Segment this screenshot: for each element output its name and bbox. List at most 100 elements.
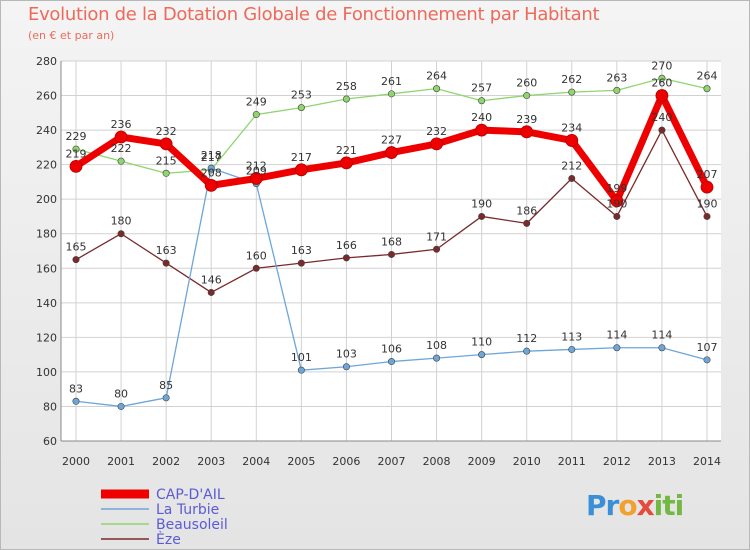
data-label: 160 <box>246 249 267 262</box>
data-point <box>613 344 621 352</box>
data-label: 260 <box>651 77 672 90</box>
data-label: 262 <box>561 73 582 86</box>
data-label: 114 <box>606 329 627 342</box>
data-point <box>523 219 531 227</box>
data-label: 163 <box>156 244 177 257</box>
data-point <box>478 351 486 359</box>
data-label: 107 <box>697 341 718 354</box>
data-label: 264 <box>697 70 718 83</box>
data-point <box>433 354 441 362</box>
data-label: 85 <box>159 379 173 392</box>
data-label: 219 <box>66 147 87 160</box>
data-label: 103 <box>336 348 357 361</box>
x-tick-label: 2008 <box>423 455 451 468</box>
data-label: 232 <box>426 125 447 138</box>
data-point <box>72 145 80 153</box>
data-label: 110 <box>471 336 492 349</box>
data-point <box>520 125 534 139</box>
data-point <box>162 169 170 177</box>
x-tick-label: 2012 <box>603 455 631 468</box>
data-label: 222 <box>111 142 132 155</box>
data-label: 215 <box>156 154 177 167</box>
data-label: 261 <box>381 75 402 88</box>
data-point <box>342 254 350 262</box>
y-tick-label: 280 <box>36 55 57 68</box>
data-point <box>568 174 576 182</box>
logo-part: x <box>636 489 655 522</box>
data-point <box>658 344 666 352</box>
data-point <box>387 358 395 366</box>
data-point <box>610 194 624 208</box>
data-label: 257 <box>471 82 492 95</box>
data-label: 218 <box>201 149 222 162</box>
x-tick-label: 2003 <box>197 455 225 468</box>
data-point <box>207 288 215 296</box>
data-label: 190 <box>471 197 492 210</box>
data-label: 146 <box>201 273 222 286</box>
data-point <box>117 230 125 238</box>
data-label: 207 <box>697 168 718 181</box>
legend-label: Beausoleil <box>156 517 228 533</box>
data-label: 114 <box>651 329 672 342</box>
data-label: 190 <box>606 197 627 210</box>
data-point <box>342 95 350 103</box>
data-point <box>658 74 666 82</box>
data-label: 212 <box>561 159 582 172</box>
data-point <box>523 92 531 100</box>
data-point <box>703 85 711 93</box>
x-tick-label: 2005 <box>287 455 315 468</box>
data-label: 112 <box>516 332 537 345</box>
data-point <box>117 402 125 410</box>
data-point <box>294 163 308 177</box>
chart-title: Evolution de la Dotation Globale de Fonc… <box>28 4 600 25</box>
data-point <box>342 363 350 371</box>
data-label: 212 <box>246 159 267 172</box>
data-point <box>475 123 489 137</box>
data-label: 263 <box>606 71 627 84</box>
x-tick-label: 2009 <box>468 455 496 468</box>
y-tick-label: 180 <box>36 228 57 241</box>
data-label: 101 <box>291 351 312 364</box>
logo-part: o <box>618 489 637 522</box>
y-tick-label: 100 <box>36 366 57 379</box>
data-point <box>655 89 669 102</box>
data-label: 186 <box>516 204 537 217</box>
data-point <box>162 259 170 267</box>
y-tick-label: 220 <box>36 159 57 172</box>
data-label: 108 <box>426 339 447 352</box>
x-tick-label: 2002 <box>152 455 180 468</box>
proxiti-logo: Proxiti <box>586 489 684 522</box>
data-point <box>565 134 579 147</box>
data-label: 260 <box>516 77 537 90</box>
data-label: 217 <box>201 151 222 164</box>
data-label: 166 <box>336 239 357 252</box>
data-label: 180 <box>111 215 132 228</box>
data-point <box>162 394 170 402</box>
y-tick-label: 140 <box>36 297 57 310</box>
data-point <box>297 104 305 112</box>
data-label: 227 <box>381 134 402 147</box>
data-point <box>568 345 576 353</box>
data-label: 217 <box>291 151 312 164</box>
x-tick-label: 2014 <box>693 455 721 468</box>
data-label: 165 <box>66 241 87 254</box>
data-label: 264 <box>426 70 447 83</box>
data-point <box>340 156 353 170</box>
data-point <box>249 172 263 185</box>
data-point <box>159 137 173 151</box>
y-tick-label: 120 <box>36 331 57 344</box>
data-label: 163 <box>291 244 312 257</box>
y-tick-label: 240 <box>36 124 57 137</box>
data-point <box>72 397 80 405</box>
x-tick-label: 2010 <box>513 455 541 468</box>
data-label: 209 <box>246 165 267 178</box>
x-tick-label: 2004 <box>242 455 270 468</box>
data-label: 208 <box>201 166 222 179</box>
data-label: 253 <box>291 89 312 102</box>
x-tick-label: 2007 <box>378 455 406 468</box>
data-label: 113 <box>561 330 582 343</box>
data-point <box>69 159 83 173</box>
data-point <box>430 137 443 151</box>
